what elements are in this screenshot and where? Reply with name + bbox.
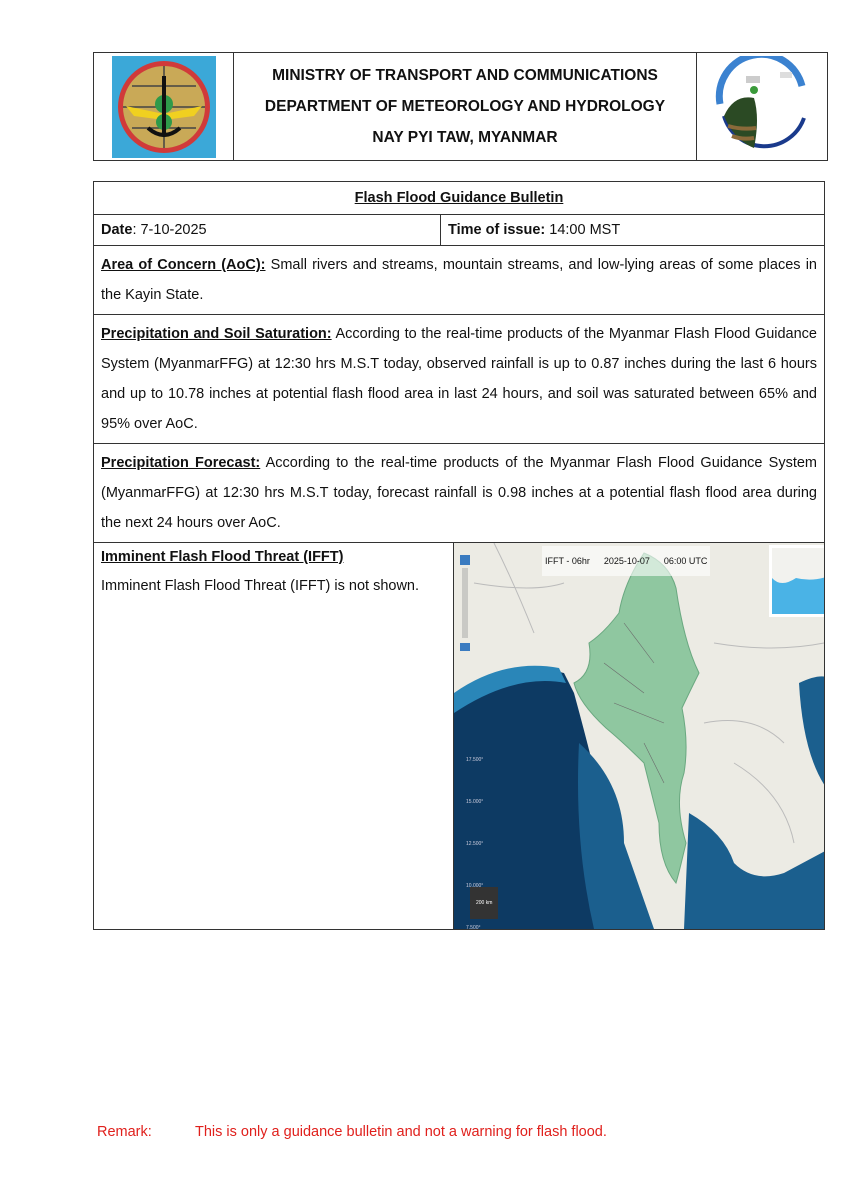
date-label: Date — [101, 222, 133, 238]
map-product-label: IFFT - 06hr — [545, 556, 590, 566]
time-value: 14:00 MST — [545, 222, 621, 238]
forecast-label: Precipitation Forecast: — [101, 455, 261, 471]
map-time-label: 06:00 UTC — [663, 556, 708, 566]
map-image — [454, 543, 824, 929]
letterhead: MINISTRY OF TRANSPORT AND COMMUNICATIONS… — [93, 52, 828, 161]
precip-text: According to the real-time products of t… — [101, 326, 818, 432]
remark-text: This is only a guidance bulletin and not… — [195, 1124, 607, 1140]
issue-date: Date: 7-10-2025 — [94, 215, 441, 245]
bulletin-table: Flash Flood Guidance Bulletin Date: 7-10… — [93, 181, 825, 930]
aoc-text: Small rivers and streams, mountain strea… — [101, 257, 817, 303]
lat-label: 12.500° — [466, 841, 484, 847]
remark: Remark: This is only a guidance bulletin … — [97, 1124, 607, 1140]
date-value: : 7-10-2025 — [132, 222, 207, 238]
issue-time: Time of issue: 14:00 MST — [441, 215, 627, 245]
ifft-section: Imminent Flash Flood Threat (IFFT) Immin… — [94, 543, 454, 929]
ministry-name: MINISTRY OF TRANSPORT AND COMMUNICATIONS — [272, 67, 658, 84]
lat-label: 7.500° — [466, 925, 481, 929]
map-date-label: 2025-10-07 — [603, 556, 650, 566]
lat-label: 17.500° — [466, 757, 484, 763]
remark-label: Remark: — [97, 1124, 152, 1140]
hydrology-logo — [697, 53, 827, 160]
ifft-label: Imminent Flash Flood Threat (IFFT) — [101, 549, 344, 565]
department-name: DEPARTMENT OF METEOROLOGY AND HYDROLOGY — [264, 98, 666, 115]
map-scale-bar: 200 km — [470, 887, 499, 919]
ifft-text: Imminent Flash Flood Threat (IFFT) is no… — [101, 578, 420, 594]
time-label: Time of issue: — [448, 222, 546, 238]
lat-label: 15.000° — [466, 799, 484, 805]
location: NAY PYI TAW, MYANMAR — [372, 129, 558, 146]
precipitation-soil-saturation: Precipitation and Soil Saturation: Accor… — [94, 315, 824, 444]
lat-label: 10.000° — [466, 883, 484, 889]
ministry-logo — [94, 53, 234, 160]
bulletin-title: Flash Flood Guidance Bulletin — [94, 182, 824, 215]
forecast-text: According to the real-time products of t… — [101, 455, 818, 531]
ifft-map: IFFT - 06hr 2025-10-07 06:00 UTC 17.500°… — [454, 543, 824, 929]
precip-label: Precipitation and Soil Saturation: — [101, 326, 332, 342]
area-of-concern: Area of Concern (AoC): Small rivers and … — [94, 246, 824, 315]
precipitation-forecast: Precipitation Forecast: According to the… — [94, 444, 824, 543]
aoc-label: Area of Concern (AoC): — [101, 257, 266, 273]
